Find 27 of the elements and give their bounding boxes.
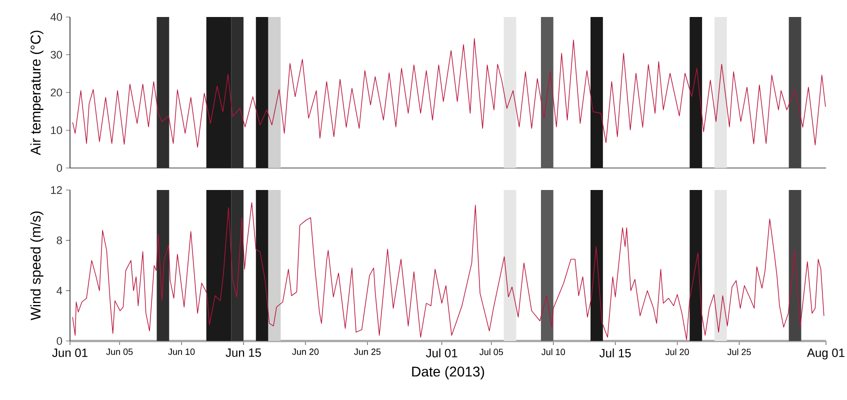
y-axis-title: Air temperature (°C) <box>30 30 44 156</box>
y-tick-label: 0 <box>56 164 62 172</box>
x-tick-label: Jul 10 <box>541 348 565 356</box>
x-tick-label: Jul 01 <box>426 348 458 358</box>
y-tick-label: 12 <box>51 186 62 194</box>
y-tick-label: 8 <box>56 236 62 244</box>
x-tick-label: Jun 15 <box>226 348 261 357</box>
y-tick-label: 0 <box>56 337 62 345</box>
x-tick-label: Jul 25 <box>727 348 751 356</box>
y-tick-label: 10 <box>51 126 62 134</box>
line-series <box>72 38 826 148</box>
y-axis-title: Wind speed (m/s) <box>30 212 44 320</box>
x-tick-label: Jun 10 <box>168 348 195 355</box>
y-tick-label: 20 <box>50 88 62 96</box>
x-tick-label: Jun 05 <box>106 348 133 355</box>
x-tick-label: Jul 15 <box>599 348 631 358</box>
line-series <box>72 202 824 340</box>
x-tick-label: Jun 01 <box>52 348 88 358</box>
y-tick-label: 40 <box>50 13 62 21</box>
y-tick-label: 30 <box>50 50 62 59</box>
x-axis-title: Date (2013) <box>412 366 484 380</box>
x-tick-label: Jun 25 <box>354 348 381 355</box>
x-tick-label: Jul 05 <box>480 348 503 356</box>
x-tick-label: Aug 01 <box>806 348 844 360</box>
y-tick-label: 4 <box>56 286 62 294</box>
x-tick-label: Jun 20 <box>292 348 319 355</box>
x-tick-label: Jul 20 <box>665 348 689 356</box>
